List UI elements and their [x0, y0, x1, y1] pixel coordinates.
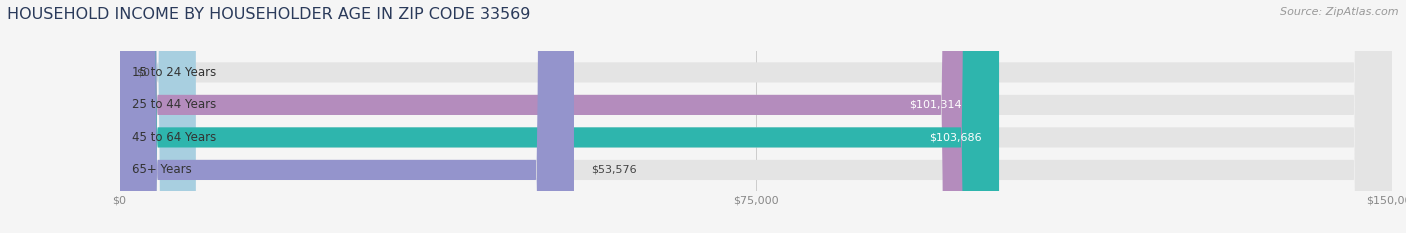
- FancyBboxPatch shape: [120, 0, 1000, 233]
- Text: 25 to 44 Years: 25 to 44 Years: [132, 98, 217, 111]
- Text: 45 to 64 Years: 45 to 64 Years: [132, 131, 217, 144]
- Text: Source: ZipAtlas.com: Source: ZipAtlas.com: [1281, 7, 1399, 17]
- FancyBboxPatch shape: [120, 0, 1392, 233]
- FancyBboxPatch shape: [120, 0, 195, 233]
- Text: HOUSEHOLD INCOME BY HOUSEHOLDER AGE IN ZIP CODE 33569: HOUSEHOLD INCOME BY HOUSEHOLDER AGE IN Z…: [7, 7, 530, 22]
- Text: $101,314: $101,314: [910, 100, 962, 110]
- FancyBboxPatch shape: [120, 0, 979, 233]
- Text: 15 to 24 Years: 15 to 24 Years: [132, 66, 217, 79]
- FancyBboxPatch shape: [120, 0, 1392, 233]
- FancyBboxPatch shape: [120, 0, 1392, 233]
- FancyBboxPatch shape: [120, 0, 574, 233]
- Text: 65+ Years: 65+ Years: [132, 163, 193, 176]
- Text: $103,686: $103,686: [929, 132, 983, 142]
- Text: $0: $0: [136, 67, 150, 77]
- Text: $53,576: $53,576: [591, 165, 637, 175]
- FancyBboxPatch shape: [120, 0, 1392, 233]
